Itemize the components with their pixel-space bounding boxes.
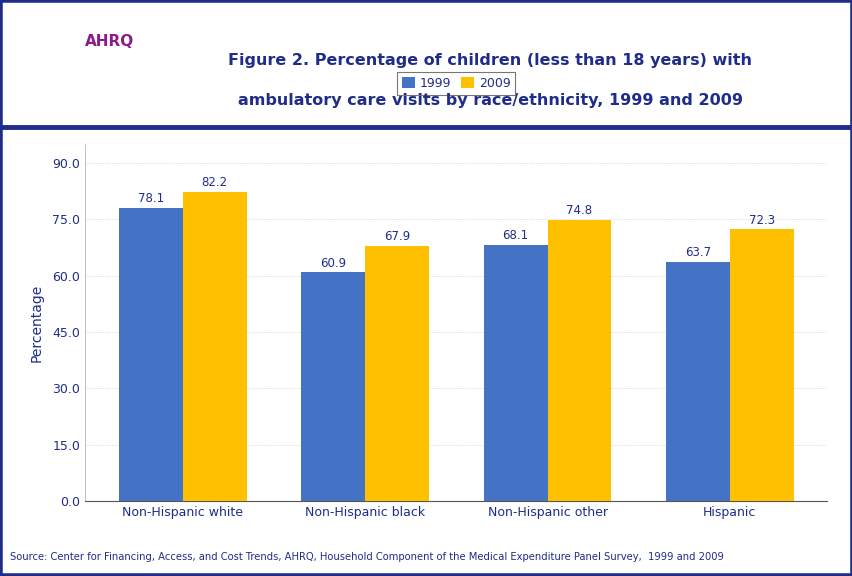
Text: Source: Center for Financing, Access, and Cost Trends, AHRQ, Household Component: Source: Center for Financing, Access, an… [10,552,723,562]
Y-axis label: Percentage: Percentage [30,283,44,362]
Bar [119,207,182,501]
Bar [483,245,547,501]
Text: 68.1: 68.1 [502,229,528,242]
Text: 72.3: 72.3 [748,214,774,227]
Text: Advancing
Excellence in
Health Care: Advancing Excellence in Health Care [86,67,133,88]
Text: AHRQ: AHRQ [85,34,134,49]
Bar [547,220,611,501]
Bar [182,192,246,501]
Bar [729,229,792,501]
Text: 67.9: 67.9 [383,230,410,243]
Text: 78.1: 78.1 [138,192,164,205]
Text: 63.7: 63.7 [684,246,711,259]
Text: Figure 2. Percentage of children (less than 18 years) with: Figure 2. Percentage of children (less t… [228,53,751,68]
Text: 🦅: 🦅 [37,55,48,74]
Bar [301,272,365,501]
Text: 60.9: 60.9 [320,256,346,270]
Text: ambulatory care visits by race/ethnicity, 1999 and 2009: ambulatory care visits by race/ethnicity… [238,93,742,108]
Text: 82.2: 82.2 [201,176,227,190]
Bar [365,246,429,501]
Legend: 1999, 2009: 1999, 2009 [397,71,515,94]
Bar [665,262,729,501]
Text: 74.8: 74.8 [566,204,592,217]
